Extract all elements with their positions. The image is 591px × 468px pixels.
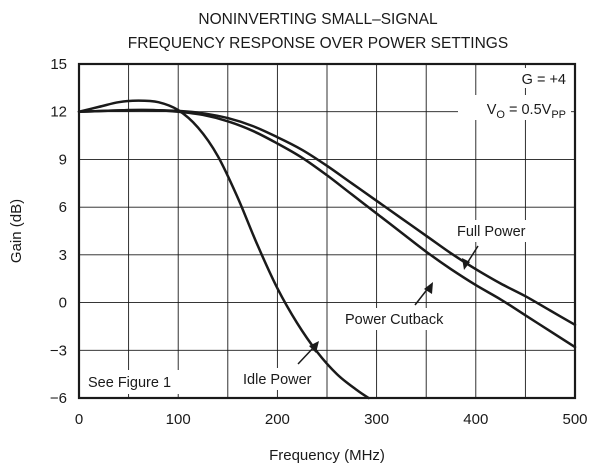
- idle-power-arrowhead: [309, 341, 319, 353]
- power-cutback-arrowhead: [424, 282, 433, 294]
- x-tick-label: 100: [166, 411, 191, 428]
- y-tick-label: 6: [59, 199, 67, 216]
- y-tick-label: 0: [59, 295, 67, 312]
- idle-power-curve: [77, 99, 370, 400]
- idle-power-label: Idle Power: [240, 341, 324, 390]
- y-axis-label: Gain (dB): [8, 199, 25, 263]
- x-axis-label: Frequency (MHz): [269, 447, 385, 464]
- grid-lines: [79, 64, 575, 398]
- x-tick-label: 500: [562, 411, 587, 428]
- series-labels: Full Power Power Cutback Idle Power: [240, 220, 545, 390]
- plot-frame: [77, 62, 577, 400]
- x-tick-label: 300: [364, 411, 389, 428]
- gain-text: G = +4: [522, 72, 566, 88]
- chart-title-line-1: NONINVERTING SMALL–SIGNAL: [198, 11, 438, 28]
- full-power-arrowhead: [462, 258, 470, 270]
- idle-power-arrow: [297, 346, 315, 365]
- power-cutback-curve: [77, 108, 577, 349]
- gain-annotation: G = +4: [503, 68, 571, 88]
- x-tick-label: 200: [265, 411, 290, 428]
- series-curves: [77, 99, 577, 400]
- x-tick-label: 400: [463, 411, 488, 428]
- see-figure-annotation: See Figure 1: [83, 370, 191, 394]
- x-tick-label: 0: [75, 411, 83, 428]
- power-cutback-label-text: Power Cutback: [345, 312, 444, 328]
- y-tick-label: 12: [50, 104, 67, 121]
- y-tick-label: 3: [59, 247, 67, 264]
- power-cutback-label: Power Cutback: [341, 282, 471, 330]
- vo-annotation: VO = 0.5VPP: [458, 95, 571, 121]
- y-tick-label: 15: [50, 56, 67, 73]
- x-tick-labels: 0 100 200 300 400 500: [75, 411, 588, 428]
- see-figure-text: See Figure 1: [88, 375, 171, 391]
- full-power-label-text: Full Power: [457, 224, 526, 240]
- y-tick-label: −3: [50, 342, 67, 359]
- chart-title-line-2: FREQUENCY RESPONSE OVER POWER SETTINGS: [128, 35, 508, 52]
- y-tick-labels: 15 12 9 6 3 0 −3 −6: [50, 56, 67, 407]
- vo-text: VO = 0.5VPP: [487, 102, 566, 121]
- y-tick-label: −6: [50, 390, 67, 407]
- idle-power-label-text: Idle Power: [243, 372, 312, 388]
- y-tick-label: 9: [59, 151, 67, 168]
- full-power-label: Full Power: [453, 220, 545, 270]
